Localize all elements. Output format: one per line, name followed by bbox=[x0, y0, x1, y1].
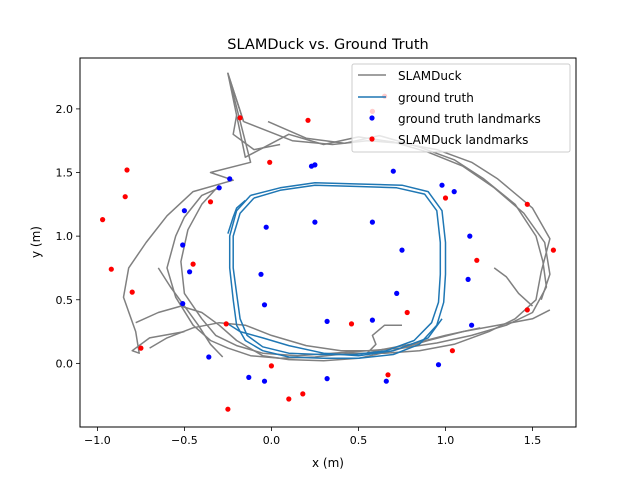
slamduck-landmarks-point-17 bbox=[404, 309, 410, 316]
chart-title: SLAMDuck vs. Ground Truth bbox=[227, 37, 428, 53]
ground-truth-landmarks-point-15 bbox=[258, 271, 264, 277]
legend: SLAMDuck ground truth ground truth landm… bbox=[351, 63, 571, 153]
ground-truth-landmarks-point-25 bbox=[246, 374, 252, 380]
ground-truth-landmarks-point-4 bbox=[390, 168, 396, 174]
slamduck-landmarks-point-25 bbox=[286, 396, 292, 402]
slamduck-landmarks-point-12 bbox=[190, 261, 196, 267]
ground-truth-landmarks-point-9 bbox=[312, 219, 318, 225]
ground-truth-landmarks-point-8 bbox=[263, 224, 269, 230]
ground-truth-landmarks-point-12 bbox=[180, 242, 186, 248]
ground-truth-path-1 bbox=[232, 184, 442, 356]
legend-item-gt-landmarks: ground truth landmarks bbox=[369, 112, 541, 126]
ground-truth-landmarks-point-28 bbox=[383, 378, 389, 384]
ground-truth-landmarks-point-0 bbox=[227, 176, 233, 182]
slamduck-landmarks-point-5 bbox=[122, 194, 128, 200]
legend-marker-slamduck-landmarks bbox=[369, 136, 375, 142]
slamduck-landmarks-point-26 bbox=[225, 406, 231, 412]
x-tick-label-2: 0.0 bbox=[263, 434, 281, 447]
y-tick-label-3: 1.5 bbox=[56, 167, 74, 180]
x-axis: −1.0 −0.5 0.0 0.5 1.0 1.5 bbox=[84, 427, 541, 447]
slamduck-landmarks-point-9 bbox=[524, 201, 530, 207]
slamduck-path-6 bbox=[157, 267, 224, 358]
ground-truth-path-2 bbox=[225, 318, 443, 357]
ground-truth-landmarks-point-6 bbox=[451, 189, 457, 195]
ground-truth-landmarks-point-7 bbox=[181, 208, 187, 214]
slamduck-landmarks-point-18 bbox=[348, 321, 355, 327]
slamduck-landmarks-point-24 bbox=[300, 391, 306, 397]
slamduck-landmarks-point-6 bbox=[267, 159, 273, 165]
legend-item-slamduck: SLAMDuck bbox=[358, 69, 462, 83]
ground-truth-landmarks-point-16 bbox=[465, 276, 471, 282]
legend-label-ground-truth: ground truth bbox=[398, 91, 474, 105]
ground-truth-landmarks-point-14 bbox=[187, 269, 193, 275]
ground-truth-landmarks-point-18 bbox=[180, 301, 186, 307]
slamduck-landmarks-point-14 bbox=[108, 266, 114, 272]
ground-truth-landmarks-point-11 bbox=[467, 233, 473, 239]
x-tick-label-3: 0.5 bbox=[350, 434, 368, 447]
legend-marker-gt-landmarks bbox=[369, 115, 375, 121]
slamduck-landmarks-point-4 bbox=[124, 167, 130, 173]
ground-truth-landmarks-point-1 bbox=[216, 185, 222, 191]
y-tick-label-4: 2.0 bbox=[56, 103, 74, 116]
x-tick-label-5: 1.5 bbox=[524, 434, 542, 447]
ground-truth-landmarks-point-20 bbox=[324, 318, 330, 324]
x-axis-label: x (m) bbox=[312, 456, 344, 470]
slamduck-path-9 bbox=[493, 267, 534, 307]
slamduck-path-0 bbox=[122, 72, 252, 354]
slamduck-path-7 bbox=[366, 324, 402, 354]
ground-truth-landmarks-point-27 bbox=[261, 378, 268, 384]
x-tick-label-0: −1.0 bbox=[84, 434, 111, 447]
slamduck-landmarks-point-23 bbox=[385, 372, 391, 378]
ground-truth-landmarks-point-13 bbox=[399, 247, 405, 253]
slamduck-landmarks-point-10 bbox=[100, 217, 106, 223]
legend-box bbox=[351, 63, 571, 153]
slamduck-landmarks-point-16 bbox=[524, 307, 530, 313]
slamduck-landmarks-point-19 bbox=[223, 321, 229, 327]
slamduck-landmarks-point-7 bbox=[207, 199, 214, 205]
ground-truth-landmarks-point-22 bbox=[469, 322, 475, 328]
slamduck-path-3 bbox=[180, 120, 548, 357]
legend-label-gt-landmarks: ground truth landmarks bbox=[398, 112, 541, 126]
x-tick-label-4: 1.0 bbox=[437, 434, 455, 447]
y-tick-label-1: 0.5 bbox=[56, 294, 74, 307]
legend-label-slamduck: SLAMDuck bbox=[398, 69, 462, 83]
legend-label-slamduck-landmarks: SLAMDuck landmarks bbox=[398, 133, 528, 147]
y-axis: 0.0 0.5 1.0 1.5 2.0 bbox=[56, 103, 80, 370]
slamduck-landmarks-point-21 bbox=[449, 348, 455, 354]
series-ground-truth bbox=[225, 181, 447, 360]
ground-truth-landmarks-point-26 bbox=[324, 376, 330, 382]
ground-truth-landmarks-point-24 bbox=[435, 362, 442, 368]
slamduck-landmarks-point-13 bbox=[474, 257, 480, 263]
series-layer bbox=[100, 72, 557, 412]
ground-truth-path-3 bbox=[227, 199, 246, 234]
series-ground-truth-landmarks bbox=[180, 162, 475, 384]
ground-truth-landmarks-point-17 bbox=[394, 290, 400, 296]
slamduck-landmarks-point-1 bbox=[305, 117, 311, 123]
y-axis-label: y (m) bbox=[29, 226, 43, 258]
ground-truth-landmarks-point-10 bbox=[369, 219, 375, 225]
ground-truth-path-0 bbox=[228, 181, 447, 360]
ground-truth-landmarks-point-19 bbox=[261, 302, 268, 308]
x-tick-label-1: −0.5 bbox=[171, 434, 198, 447]
slamduck-path-8 bbox=[232, 115, 281, 151]
plot-frame bbox=[79, 57, 577, 428]
slamduck-landmarks-point-11 bbox=[550, 247, 557, 253]
slamduck-landmarks-point-8 bbox=[442, 195, 449, 201]
ground-truth-landmarks-point-5 bbox=[439, 182, 445, 188]
slamduck-landmarks-point-22 bbox=[268, 363, 274, 369]
slamduck-landmarks-point-20 bbox=[138, 345, 144, 351]
ground-truth-landmarks-point-3 bbox=[312, 162, 318, 168]
legend-item-ground-truth: ground truth bbox=[358, 91, 474, 105]
slamduck-landmarks-point-0 bbox=[237, 115, 243, 121]
ground-truth-landmarks-point-21 bbox=[369, 317, 375, 323]
y-tick-label-2: 1.0 bbox=[56, 230, 74, 243]
y-tick-label-0: 0.0 bbox=[56, 357, 74, 370]
ground-truth-landmarks-point-23 bbox=[206, 354, 212, 360]
slamduck-landmarks-point-15 bbox=[129, 289, 135, 295]
legend-item-slamduck-landmarks: SLAMDuck landmarks bbox=[369, 133, 528, 147]
